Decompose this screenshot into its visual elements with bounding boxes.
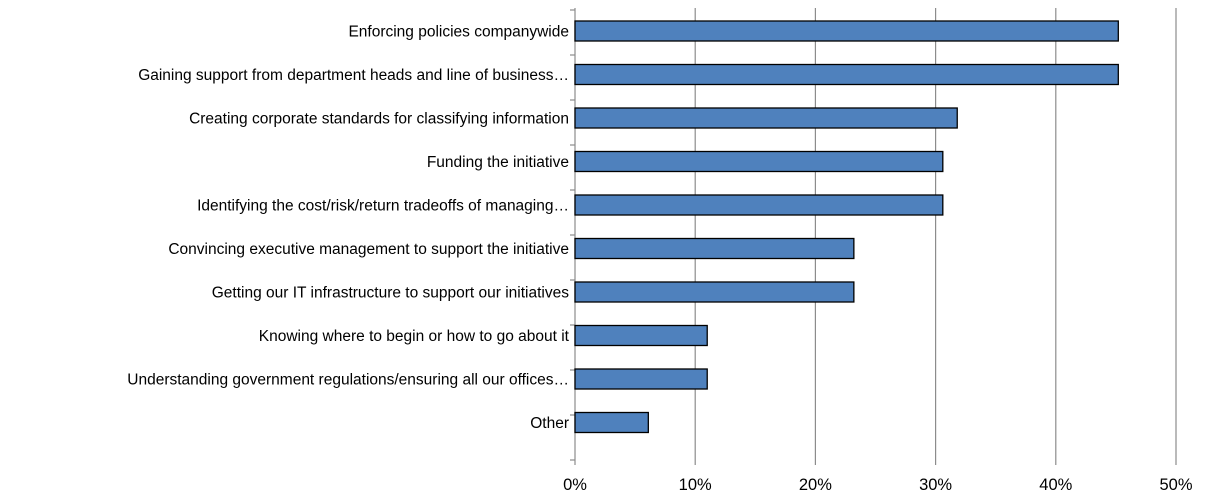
category-label-5: Convincing executive management to suppo… <box>168 241 569 258</box>
bar-6 <box>574 281 855 303</box>
category-label-3: Funding the initiative <box>427 154 569 171</box>
category-label-8: Understanding government regulations/ens… <box>127 372 569 389</box>
category-label-2: Creating corporate standards for classif… <box>189 111 569 128</box>
x-tick-label-10: 10% <box>679 476 712 494</box>
bar-8 <box>574 368 708 390</box>
bar-2 <box>574 107 958 129</box>
bar-4 <box>574 194 944 216</box>
category-label-1: Gaining support from department heads an… <box>138 67 569 84</box>
x-tick-label-0: 0% <box>563 476 587 494</box>
bar-0 <box>574 20 1119 42</box>
bar-9 <box>574 411 649 434</box>
category-label-7: Knowing where to begin or how to go abou… <box>259 328 570 345</box>
x-tick-label-50: 50% <box>1159 476 1192 494</box>
bar-3 <box>574 150 944 173</box>
category-label-9: Other <box>530 415 569 432</box>
bar-7 <box>574 324 708 347</box>
x-tick-label-40: 40% <box>1039 476 1072 494</box>
x-tick-label-20: 20% <box>799 476 832 494</box>
category-label-4: Identifying the cost/risk/return tradeof… <box>197 198 569 215</box>
bar-5 <box>574 237 855 260</box>
bar-1 <box>574 63 1119 86</box>
x-tick-label-30: 30% <box>919 476 952 494</box>
category-label-6: Getting our IT infrastructure to support… <box>212 285 569 302</box>
category-label-0: Enforcing policies companywide <box>348 24 569 41</box>
